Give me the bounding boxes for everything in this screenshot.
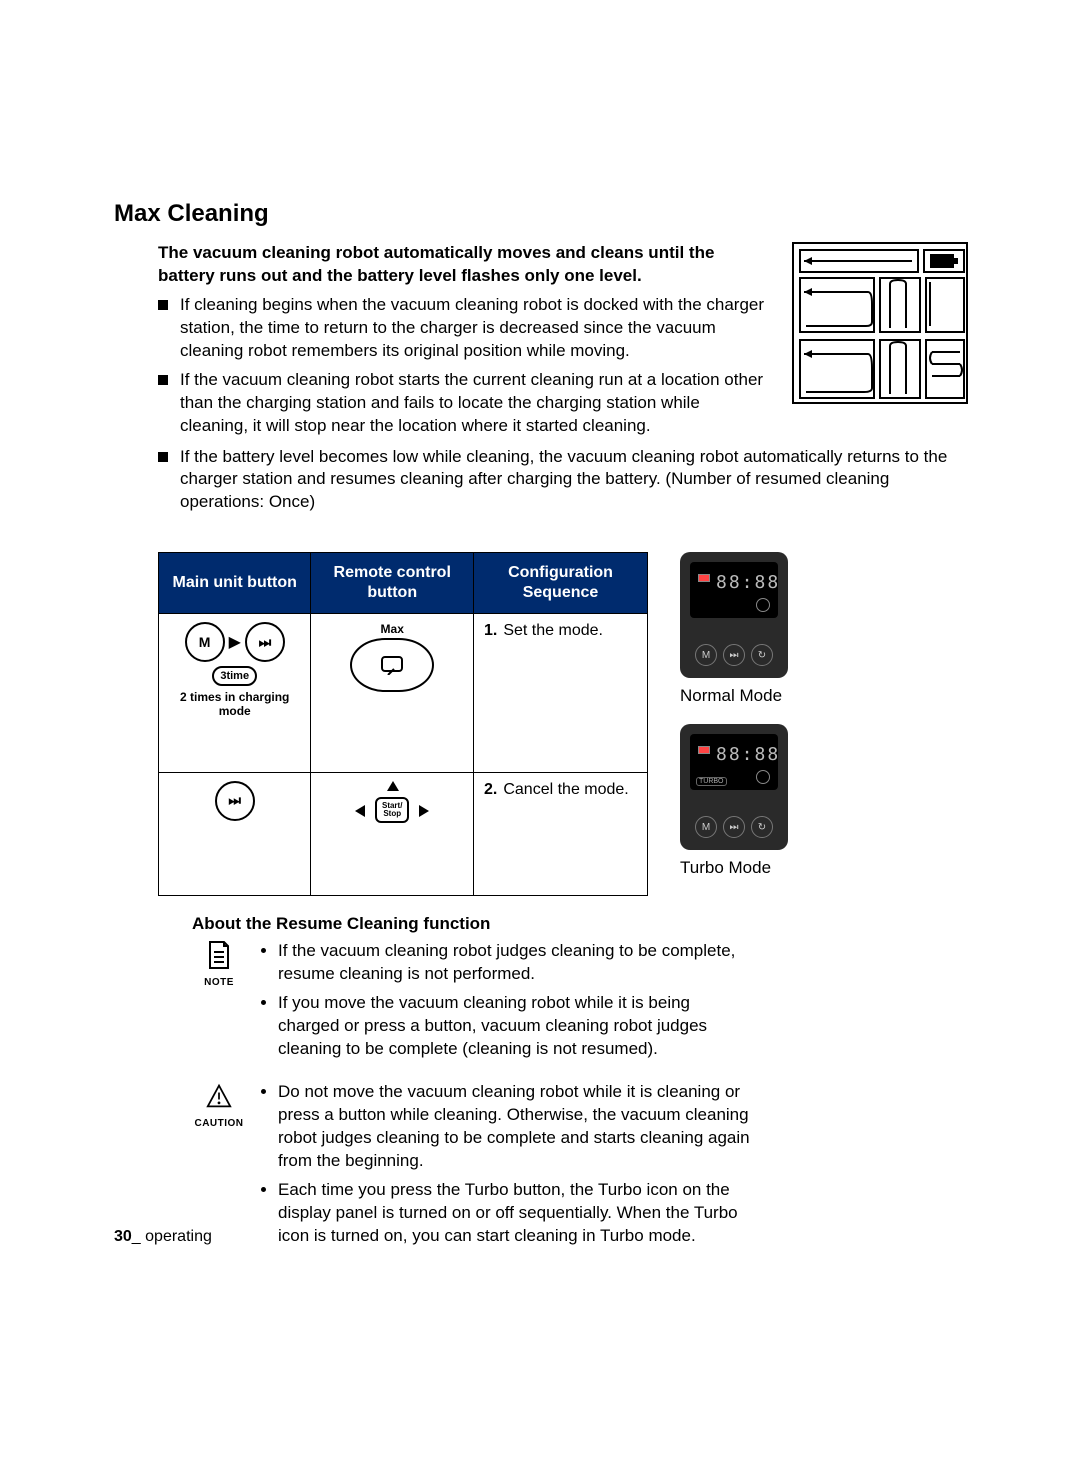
panel-m-button-icon: M bbox=[695, 644, 717, 666]
caution-bullet: Do not move the vacuum cleaning robot wh… bbox=[278, 1081, 752, 1173]
intro-bullet: If the battery level becomes low while c… bbox=[158, 446, 968, 515]
config-th-remote: Remote control button bbox=[311, 553, 474, 614]
panel-skip-button-icon: ⏭ bbox=[723, 816, 745, 838]
segment-display: 88:88 bbox=[716, 744, 780, 765]
table-row: ⏭ Start/ Stop 2. Cancel the mode. bbox=[159, 772, 648, 895]
normal-mode-label: Normal Mode bbox=[680, 686, 790, 706]
caution-label: CAUTION bbox=[192, 1118, 246, 1129]
cycle-icon bbox=[756, 598, 770, 612]
arrow-icon: ▶ bbox=[229, 632, 241, 652]
intro-bullets-top: If cleaning begins when the vacuum clean… bbox=[158, 294, 768, 438]
caution-bullets: Do not move the vacuum cleaning robot wh… bbox=[260, 1081, 752, 1254]
config-table: Main unit button Remote control button C… bbox=[158, 552, 648, 896]
config-th-seq: Configuration Sequence bbox=[474, 553, 648, 614]
note-bullet: If you move the vacuum cleaning robot wh… bbox=[278, 992, 752, 1061]
main-3time-pill: 3time bbox=[212, 666, 257, 686]
caution-icon bbox=[206, 1081, 232, 1111]
remote-max-button-icon bbox=[350, 638, 434, 692]
charging-mode-note: 2 times in charging mode bbox=[169, 690, 300, 718]
battery-icon bbox=[698, 746, 710, 754]
main-m-button-icon: M bbox=[185, 622, 225, 662]
seq-text: Cancel the mode. bbox=[503, 781, 628, 798]
main-skip-button-icon: ⏭ bbox=[215, 781, 255, 821]
note-icon bbox=[206, 940, 232, 970]
panel-skip-button-icon: ⏭ bbox=[723, 644, 745, 666]
turbo-badge: TURBO bbox=[696, 777, 727, 786]
page-number: 30 bbox=[114, 1228, 132, 1245]
table-row: M ▶ ⏭ 3time 2 times in charging mode Max bbox=[159, 614, 648, 773]
about-title: About the Resume Cleaning function bbox=[192, 914, 752, 934]
remote-dpad-icon: Start/ Stop bbox=[347, 781, 437, 841]
panel-m-button-icon: M bbox=[695, 816, 717, 838]
intro-bullet: If cleaning begins when the vacuum clean… bbox=[158, 294, 768, 363]
section-title: Max Cleaning bbox=[114, 200, 968, 228]
note-bullets: If the vacuum cleaning robot judges clea… bbox=[260, 940, 752, 1067]
intro-bullets-full: If the battery level becomes low while c… bbox=[158, 446, 968, 515]
note-bullet: If the vacuum cleaning robot judges clea… bbox=[278, 940, 752, 986]
caution-bullet: Each time you press the Turbo button, th… bbox=[278, 1179, 752, 1248]
coverage-diagram bbox=[792, 242, 968, 404]
panel-return-button-icon: ↻ bbox=[751, 816, 773, 838]
panel-return-button-icon: ↻ bbox=[751, 644, 773, 666]
footer-section: operating bbox=[145, 1228, 212, 1245]
seq-num: 2. bbox=[484, 781, 497, 798]
cycle-icon bbox=[756, 770, 770, 784]
seq-num: 1. bbox=[484, 622, 497, 639]
segment-display: 88:88 bbox=[716, 572, 780, 593]
intro-bullet: If the vacuum cleaning robot starts the … bbox=[158, 369, 768, 438]
intro-bold: The vacuum cleaning robot automatically … bbox=[158, 242, 768, 288]
turbo-mode-label: Turbo Mode bbox=[680, 858, 790, 878]
seq-text: Set the mode. bbox=[503, 622, 603, 639]
footer-sep: _ bbox=[132, 1228, 145, 1245]
remote-max-label: Max bbox=[321, 622, 463, 636]
main-skip-button-icon: ⏭ bbox=[245, 622, 285, 662]
config-th-main: Main unit button bbox=[159, 553, 311, 614]
battery-icon bbox=[698, 574, 710, 582]
note-label: NOTE bbox=[192, 977, 246, 988]
display-panel-turbo: 88:88 TURBO M ⏭ ↻ bbox=[680, 724, 788, 850]
page-footer: 30_ operating bbox=[114, 1228, 212, 1246]
display-panel-normal: 88:88 M ⏭ ↻ bbox=[680, 552, 788, 678]
